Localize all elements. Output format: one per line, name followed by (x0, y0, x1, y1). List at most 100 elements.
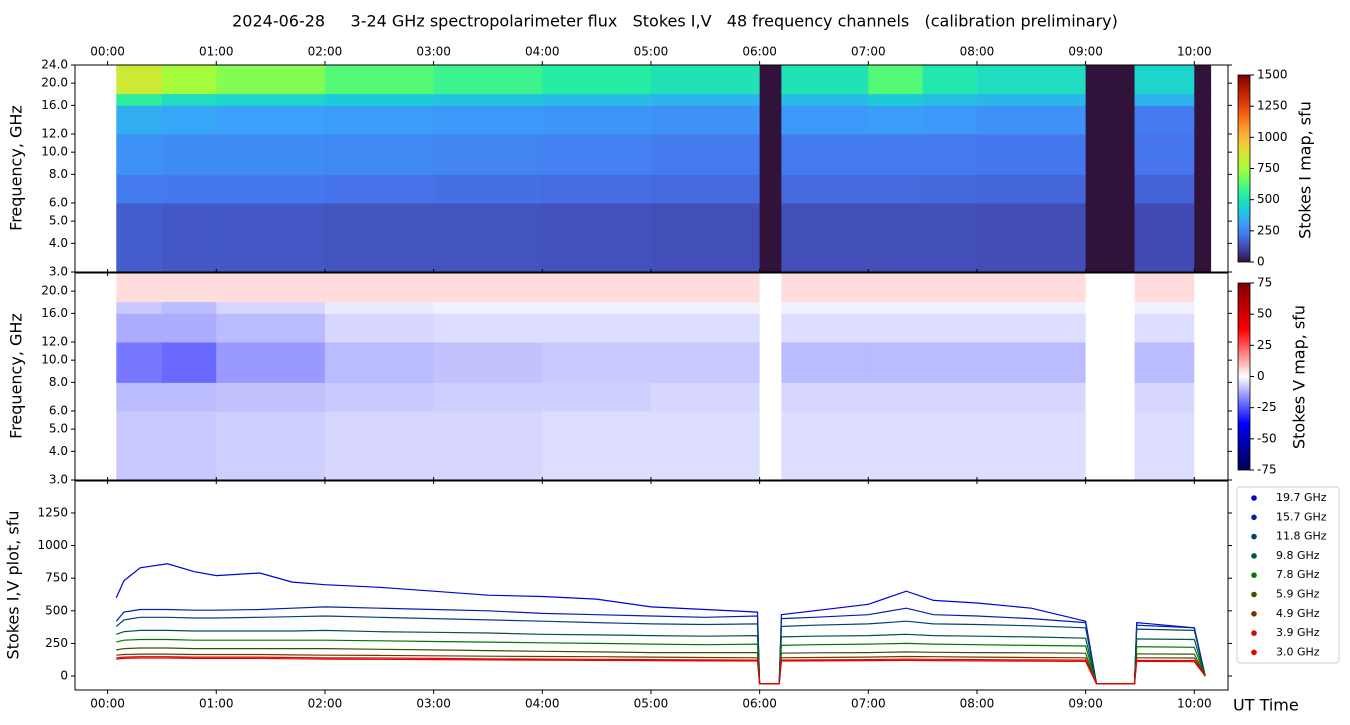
heatmap-cell (542, 134, 652, 175)
y-tick-label: 20.0 (41, 76, 68, 90)
heatmap-cell (542, 342, 652, 383)
x-tick-label: 01:00 (199, 697, 234, 711)
heatmap-cell (1194, 65, 1212, 95)
colorbar-tick-label: 75 (1257, 276, 1272, 290)
series-line (115, 563, 1206, 685)
heatmap-cell (1134, 174, 1195, 204)
y-tick-label: 10.0 (41, 145, 68, 159)
heatmap-cell (116, 203, 163, 273)
heatmap-cell (922, 134, 978, 175)
colorbar-tick-label: 1250 (1257, 99, 1288, 113)
heatmap-cell (922, 273, 978, 303)
heatmap-cell (216, 313, 326, 343)
colorbar-tick-label: 0 (1257, 255, 1265, 269)
heatmap-cell (922, 203, 978, 273)
legend-marker (1251, 649, 1257, 656)
heatmap-cell (976, 105, 1087, 135)
y-tick-label: 5.0 (49, 422, 68, 436)
heatmap-cell (781, 93, 869, 106)
heatmap-cell (1085, 313, 1136, 343)
heatmap-cell (324, 93, 435, 106)
heatmap-cell (759, 174, 782, 204)
heatmap-cell (650, 301, 761, 314)
heatmap-cell (650, 313, 761, 343)
heatmap-cell (1085, 93, 1136, 106)
heatmap-cell (922, 105, 978, 135)
heatmap-cell (542, 65, 652, 95)
y-axis-label: Stokes I,V plot, sfu (4, 511, 23, 660)
heatmap-cell (650, 203, 761, 273)
heatmap-cell (161, 313, 217, 343)
heatmap-cell (1085, 301, 1136, 314)
series-line (116, 638, 1206, 685)
y-tick-label: 250 (45, 636, 68, 650)
y-tick-label: 3.0 (49, 473, 68, 487)
heatmap-cell (868, 65, 924, 95)
heatmap-cell (542, 382, 652, 412)
plot-frame (74, 64, 1229, 273)
legend-label: 15.7 GHz (1276, 510, 1327, 523)
colorbar-tick-label: 750 (1257, 161, 1280, 175)
heatmap-cell (1134, 93, 1195, 106)
y-tick-label: 8.0 (49, 375, 68, 389)
heatmap-cell (650, 105, 761, 135)
y-tick-label: 0 (60, 669, 68, 683)
heatmap-cell (868, 134, 924, 175)
heatmap-cell (759, 134, 782, 175)
legend-label: 19.7 GHz (1276, 491, 1327, 504)
heatmap-cell (324, 174, 435, 204)
legend-marker (1251, 495, 1257, 501)
heatmap-cell (433, 203, 543, 273)
heatmap-cell (650, 342, 761, 383)
heatmap-cell (433, 134, 543, 175)
heatmap-cell (542, 273, 652, 303)
heatmap-cell (116, 342, 163, 383)
heatmap-cell (922, 93, 978, 106)
heatmap-cell (759, 313, 782, 343)
y-tick-label: 8.0 (49, 167, 68, 181)
heatmap-cell (216, 203, 326, 273)
heatmap-cell (781, 65, 869, 95)
x-tick-label: 07:00 (851, 45, 886, 59)
colorbar-tick-label: 250 (1257, 223, 1280, 237)
y-axis-label: Frequency, GHz (7, 313, 26, 439)
heatmap-cell (1085, 203, 1136, 273)
heatmap-cell (922, 174, 978, 204)
heatmap-cell (922, 411, 978, 481)
heatmap-cell (161, 411, 217, 481)
legend-label: 5.9 GHz (1276, 588, 1320, 601)
heatmap-cell (1085, 105, 1136, 135)
heatmap-cell (542, 313, 652, 343)
x-tick-label: 00:00 (90, 697, 125, 711)
colorbar-tick-label: 25 (1257, 338, 1272, 352)
colorbar-tick-label: 0 (1257, 369, 1265, 383)
heatmap-cell (650, 174, 761, 204)
heatmap-cell (1134, 313, 1195, 343)
heatmap-cell (759, 105, 782, 135)
x-tick-label: 09:00 (1068, 697, 1103, 711)
x-tick-label: 04:00 (525, 697, 560, 711)
heatmap-cell (542, 105, 652, 135)
heatmap-cell (161, 174, 217, 204)
legend-marker (1251, 611, 1257, 617)
heatmap-cell (976, 134, 1087, 175)
heatmap-cell (161, 301, 217, 314)
heatmap-cell (1085, 382, 1136, 412)
heatmap-cell (868, 273, 924, 303)
heatmap-cell (324, 134, 435, 175)
legend-marker (1251, 514, 1257, 521)
plot-frame (74, 272, 1229, 481)
x-tick-label: 04:00 (525, 45, 560, 59)
heatmap-cell (868, 382, 924, 412)
heatmap-cell (868, 411, 924, 481)
heatmap-cell (759, 273, 782, 303)
colorbar (1237, 74, 1251, 263)
heatmap-cell (759, 203, 782, 273)
legend-box (1236, 486, 1340, 664)
heatmap-cell (216, 105, 326, 135)
heatmap-cell (976, 93, 1087, 106)
heatmap-cell (1134, 301, 1195, 314)
heatmap-cell (433, 342, 543, 383)
x-tick-label: 10:00 (1177, 45, 1212, 59)
heatmap-cell (216, 65, 326, 95)
